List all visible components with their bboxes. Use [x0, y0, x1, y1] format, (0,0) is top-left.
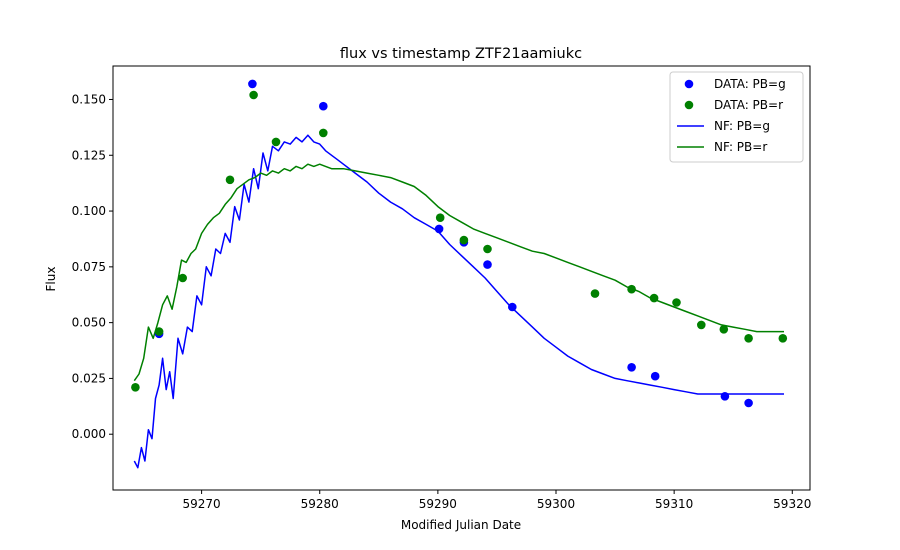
series-line-nf-pb-r [133, 163, 784, 382]
point-data-pb-r [131, 383, 140, 392]
point-data-pb-r [271, 137, 281, 147]
legend-label: NF: PB=g [714, 119, 770, 133]
axes-frame [112, 65, 811, 491]
legend-marker [684, 79, 694, 89]
point-data-pb-g [319, 101, 328, 111]
legend-box [669, 71, 804, 163]
point-data-pb-r [249, 90, 258, 100]
point-data-pb-r [319, 128, 328, 138]
legend: DATA: PB=g DATA: PB=r NF: PB=g NF: PB=r [669, 71, 804, 163]
y-tick-label: 0.075 [72, 260, 106, 274]
y-tick-label: 0.000 [72, 427, 106, 441]
x-tick-label: 59310 [655, 497, 693, 511]
point-data-pb-g [650, 371, 660, 381]
legend-label: DATA: PB=g [714, 77, 786, 91]
series-line-nf-pb-g [133, 134, 784, 469]
point-data-pb-g [744, 398, 753, 408]
point-data-pb-r [435, 213, 445, 222]
point-data-pb-g [627, 363, 636, 372]
y-axis-label: Flux [44, 267, 58, 292]
y-tick-label: 0.050 [72, 316, 106, 330]
point-data-pb-r [154, 327, 164, 336]
point-data-pb-g [434, 224, 444, 234]
point-data-pb-r [697, 320, 706, 330]
x-tick-label: 59270 [183, 497, 221, 511]
y-tick-label: 0.125 [72, 148, 106, 162]
y-tick-label: 0.025 [72, 371, 106, 385]
point-data-pb-r [590, 289, 600, 298]
legend-label: NF: PB=r [714, 140, 767, 154]
point-data-pb-r [649, 293, 659, 303]
point-data-pb-g [508, 302, 517, 312]
point-data-pb-r [744, 334, 753, 343]
point-data-pb-r [459, 235, 469, 245]
chart-title: flux vs timestamp ZTF21aamiukc [340, 46, 582, 62]
point-data-pb-r [178, 273, 187, 283]
point-data-pb-g [483, 260, 492, 269]
y-tick-label: 0.100 [72, 204, 106, 218]
plot-area [112, 65, 811, 491]
point-data-pb-r [225, 175, 235, 185]
x-axis-label: Modified Julian Date [401, 518, 521, 532]
x-axis-ticks: 59270 59280 59290 59300 59310 59320 [183, 490, 811, 511]
point-data-pb-r [672, 298, 681, 307]
point-data-pb-r [483, 244, 492, 254]
point-data-pb-g [720, 392, 730, 401]
point-data-pb-r [719, 325, 729, 334]
x-tick-label: 59290 [419, 497, 457, 511]
point-data-pb-r [778, 334, 788, 343]
legend-label: DATA: PB=r [714, 98, 783, 112]
y-axis-ticks: 0.000 0.025 0.050 0.075 0.100 0.125 0.150 [72, 92, 113, 441]
x-tick-label: 59300 [537, 497, 575, 511]
point-data-pb-g [248, 79, 257, 89]
y-tick-label: 0.150 [72, 92, 106, 106]
legend-marker [684, 100, 694, 110]
point-data-pb-r [627, 284, 636, 294]
x-tick-label: 59280 [301, 497, 339, 511]
x-tick-label: 59320 [773, 497, 811, 511]
